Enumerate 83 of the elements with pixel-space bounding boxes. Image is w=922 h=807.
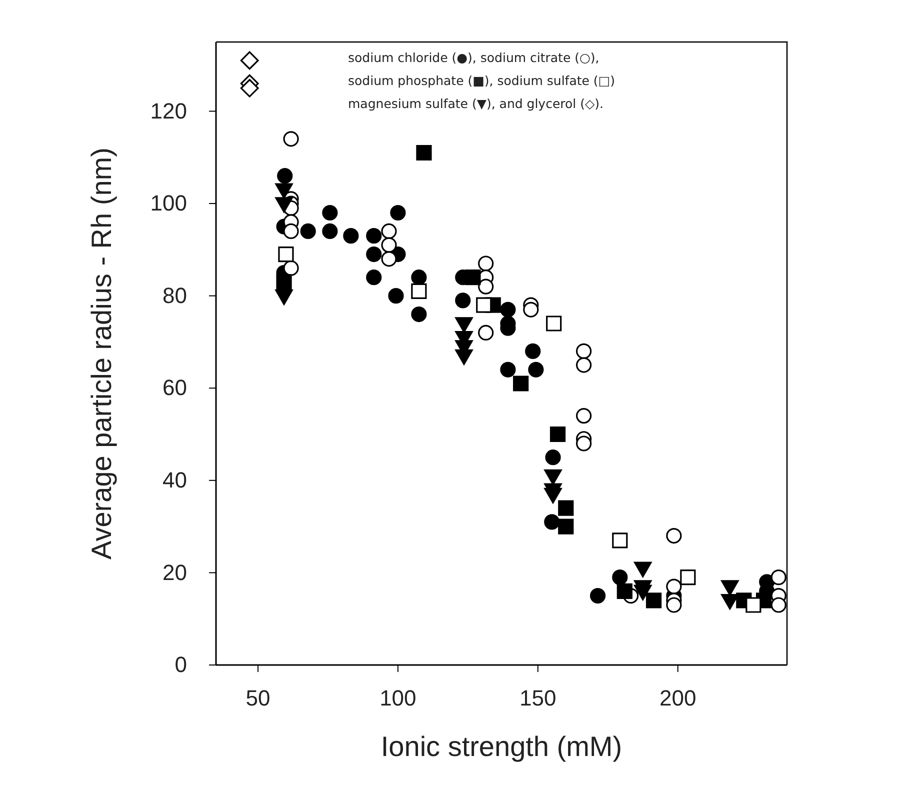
point — [544, 469, 562, 485]
point — [322, 204, 338, 221]
point — [646, 592, 662, 608]
point — [478, 278, 494, 294]
x-axis-title: Ionic strength (mM) — [380, 731, 622, 762]
point — [500, 362, 516, 378]
x-tick-label: 150 — [520, 686, 556, 711]
point — [388, 288, 404, 304]
point — [283, 131, 299, 147]
point — [576, 357, 592, 373]
point — [411, 283, 427, 299]
point — [381, 251, 397, 267]
point — [634, 584, 652, 600]
point — [546, 316, 562, 332]
point — [576, 343, 592, 359]
point — [411, 306, 427, 322]
point — [666, 597, 682, 613]
point — [545, 450, 561, 466]
point — [343, 228, 359, 244]
point — [381, 223, 397, 239]
point — [612, 532, 628, 548]
point — [528, 362, 544, 378]
point — [275, 183, 293, 199]
point — [278, 246, 294, 262]
point — [746, 597, 762, 613]
point — [390, 204, 406, 221]
point — [455, 292, 471, 308]
point — [366, 228, 382, 244]
point — [277, 168, 293, 184]
x-tick-label: 50 — [246, 686, 270, 711]
point — [283, 223, 299, 239]
point — [275, 197, 293, 213]
point — [576, 408, 592, 424]
point — [634, 562, 652, 578]
point — [478, 256, 494, 272]
point — [276, 274, 292, 290]
point — [544, 514, 560, 530]
y-tick-label: 120 — [150, 98, 187, 124]
annotation: sodium chloride (●), sodium citrate (○), — [348, 50, 600, 65]
point — [544, 488, 562, 504]
point — [455, 317, 473, 333]
point — [465, 270, 481, 286]
point — [721, 580, 739, 596]
point — [666, 528, 682, 544]
annotation: sodium phosphate (■), sodium sulfate (□) — [348, 73, 615, 88]
point — [616, 583, 632, 599]
point — [666, 578, 682, 594]
point — [455, 349, 473, 366]
point — [300, 223, 316, 239]
y-tick-label: 100 — [150, 190, 187, 216]
point — [513, 376, 529, 392]
point — [322, 223, 338, 239]
point — [240, 78, 259, 98]
y-tick-label: 0 — [174, 652, 187, 678]
point — [411, 270, 427, 286]
point — [525, 343, 541, 359]
point — [283, 260, 299, 276]
point — [478, 324, 494, 341]
y-axis-title: Average particle radius - Rh (nm) — [86, 148, 117, 560]
x-tick-label: 200 — [659, 686, 696, 711]
point — [275, 289, 293, 306]
point — [523, 302, 539, 318]
y-tick-label: 20 — [162, 560, 187, 585]
point — [240, 51, 259, 70]
point — [366, 270, 382, 286]
point — [770, 570, 786, 586]
y-tick-label: 40 — [162, 467, 187, 492]
point — [680, 570, 696, 586]
y-tick-label: 80 — [162, 282, 187, 308]
point — [576, 436, 592, 452]
point — [558, 518, 574, 534]
point — [590, 588, 606, 604]
point — [550, 426, 566, 442]
x-tick-label: 100 — [380, 686, 416, 711]
y-tick-label: 60 — [162, 375, 187, 400]
point — [366, 246, 382, 262]
point — [500, 302, 516, 318]
point — [476, 297, 492, 313]
annotation: magnesium sulfate (▼), and glycerol (◇). — [348, 96, 604, 111]
point — [612, 570, 628, 586]
point — [416, 144, 432, 161]
point — [558, 500, 574, 516]
point — [770, 597, 786, 613]
